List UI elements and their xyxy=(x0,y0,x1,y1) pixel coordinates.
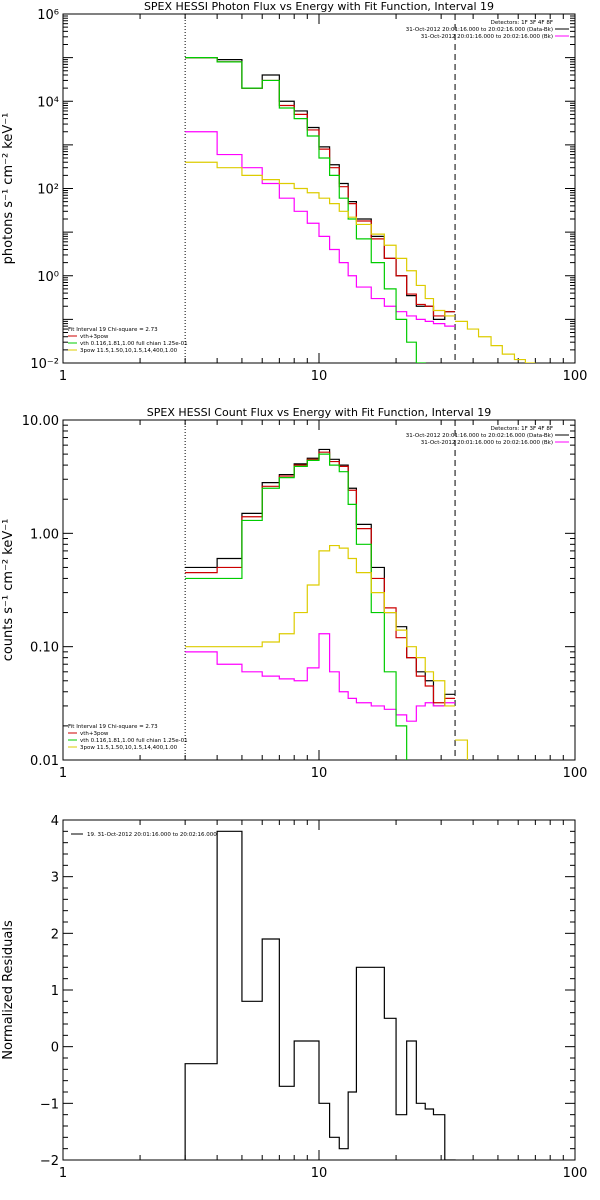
series-4-line xyxy=(185,161,456,317)
series-1-line xyxy=(185,633,456,722)
y-tick-label: 10² xyxy=(37,183,59,198)
y-tick-label: 10⁶ xyxy=(37,8,59,23)
y-tick-label: 10.00 xyxy=(22,414,59,429)
y-tick-label: 1.00 xyxy=(30,527,59,542)
legend-topright-text: Detectors: 1F 3F 4F 8F xyxy=(491,426,553,432)
legend-topright-text: 31-Oct-2012 20:01:16.000 to 20:02:16.000… xyxy=(406,27,553,33)
y-tick-label: 4 xyxy=(51,814,59,829)
x-tick-label: 100 xyxy=(563,1166,588,1181)
y-tick-label: 1 xyxy=(51,984,59,999)
series-1-tail xyxy=(455,363,458,373)
series-0-line xyxy=(184,830,456,1160)
legend-topright-text: 31-Oct-2012 20:01:16.000 to 20:02:16.000… xyxy=(421,34,553,40)
plot-frame xyxy=(62,419,576,761)
legend-bottomleft-text: Fit Interval 19 Chi-square = 2.73 xyxy=(68,327,158,333)
legend-bottomleft-text: vth 0.116,1.81,1.00 full chian 1.25e-01 xyxy=(80,341,188,347)
y-axis-label: Normalized Residuals xyxy=(1,920,16,1060)
x-tick-label: 100 xyxy=(563,369,588,384)
y-tick-label: −1 xyxy=(40,1097,59,1112)
x-tick-label: 10 xyxy=(311,766,328,781)
x-tick-label: 100 xyxy=(563,766,588,781)
legend-bottomleft-text: vth+3pow xyxy=(80,731,109,737)
series-4-tail xyxy=(455,739,469,760)
chart-panel-1: SPEX HESSI Photon Flux vs Energy with Fi… xyxy=(1,0,587,384)
x-tick-label: 1 xyxy=(59,1166,67,1181)
legend-bottomleft-text: vth+3pow xyxy=(80,334,109,340)
y-tick-label: −2 xyxy=(40,1154,59,1169)
plot-frame xyxy=(62,13,576,364)
y-tick-label: 10⁻² xyxy=(30,357,59,372)
y-tick-label: 10⁰ xyxy=(37,270,59,285)
series-3-line xyxy=(185,57,426,363)
y-tick-label: 0 xyxy=(51,1041,59,1056)
y-axis-label: photons s⁻¹ cm⁻² keV⁻¹ xyxy=(1,113,16,265)
x-tick-label: 10 xyxy=(311,1166,328,1181)
y-tick-label: 10⁴ xyxy=(37,95,59,110)
x-tick-label: 1 xyxy=(59,369,67,384)
legend-bottomleft-text: Fit Interval 19 Chi-square = 2.73 xyxy=(68,724,158,730)
legend-bottomleft-text: vth 0.116,1.81,1.00 full chian 1.25e-01 xyxy=(80,738,188,744)
series-4-line xyxy=(185,544,456,707)
plot-series-group xyxy=(185,448,469,760)
legend-topleft-text: 19. 31-Oct-2012 20:01:16.000 to 20:02:16… xyxy=(87,832,217,838)
x-tick-label: 10 xyxy=(311,369,328,384)
series-1-line xyxy=(185,131,456,327)
series-3-line xyxy=(185,453,408,760)
series-4-tail xyxy=(455,320,536,363)
series-0-line xyxy=(185,57,456,320)
y-tick-label: 0.01 xyxy=(30,754,59,769)
legend-topright-text: Detectors: 1F 3F 4F 8F xyxy=(491,20,553,26)
plot-series-group xyxy=(185,57,536,373)
x-tick-label: 1 xyxy=(59,766,67,781)
y-tick-label: 0.10 xyxy=(30,641,59,656)
chart-panel-2: SPEX HESSI Count Flux vs Energy with Fit… xyxy=(1,406,588,781)
series-2-line xyxy=(185,57,456,317)
plot-series-group xyxy=(184,830,456,1160)
y-tick-label: 2 xyxy=(51,927,59,942)
series-2-line xyxy=(185,451,456,704)
chart-panel-3: Normalized Residuals 1 10 100 −2 −1 0 1 2 3 4 19. 3… xyxy=(1,814,587,1181)
legend-topright-text: 31-Oct-2012 20:01:16.000 to 20:02:16.000… xyxy=(406,433,553,439)
y-tick-label: 3 xyxy=(51,871,59,886)
chart-title: SPEX HESSI Count Flux vs Energy with Fit… xyxy=(147,406,491,419)
series-0-line xyxy=(185,448,456,707)
legend-bottomleft-text: 3pow 11.5,1.50,10,1.5,14,400,1.00 xyxy=(80,348,178,354)
chart-title: SPEX HESSI Photon Flux vs Energy with Fi… xyxy=(144,0,494,13)
legend-bottomleft-text: 3pow 11.5,1.50,10,1.5,14,400,1.00 xyxy=(80,745,178,751)
legend-topright-text: 31-Oct-2012 20:01:16.000 to 20:02:16.000… xyxy=(421,440,553,446)
y-axis-label: counts s⁻¹ cm⁻² keV⁻¹ xyxy=(1,519,16,662)
plot-frame xyxy=(62,819,576,1161)
